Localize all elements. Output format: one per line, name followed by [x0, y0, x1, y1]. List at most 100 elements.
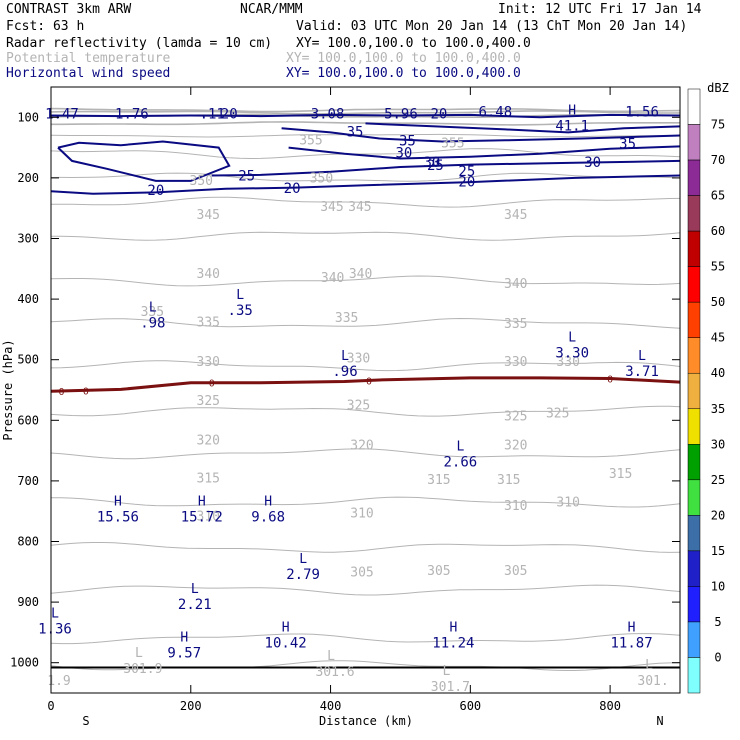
wind-extremum-value: 15.56: [97, 509, 139, 525]
theta-label: 335: [141, 305, 164, 320]
colorbar-swatch: [687, 88, 701, 125]
wind-contour-label: 35: [619, 137, 636, 153]
y-tick-label: 900: [17, 595, 39, 609]
xy-wind-speed: XY= 100.0,100.0 to 100.0,400.0: [286, 66, 521, 81]
theta-isoline: [50, 584, 681, 596]
wind-extremum-value: 3.71: [625, 364, 659, 380]
theta-label: 330: [504, 355, 527, 370]
wind-isoline: [288, 145, 681, 160]
colorbar-level-label: 45: [711, 331, 725, 345]
theta-isoline: [50, 448, 681, 460]
colorbar-level-label: 65: [711, 189, 725, 203]
colorbar-swatch: [687, 515, 701, 552]
theta-label: 340: [349, 267, 372, 282]
theta-label: 345: [348, 200, 371, 215]
colorbar-swatch: [687, 621, 701, 658]
theta-isoline: [50, 231, 681, 241]
wind-extremum-value: 9.57: [167, 646, 201, 662]
theta-label: 315: [197, 472, 220, 487]
theta-isoline: [50, 633, 681, 645]
theta-label: 320: [350, 438, 373, 453]
wind-extremum-value: .98: [140, 315, 165, 331]
theta-isoline: [50, 405, 681, 417]
y-tick-label: 600: [17, 413, 39, 427]
theta-label: 340: [197, 267, 220, 282]
wind-extremum-marker: L: [341, 349, 349, 364]
theta-label: 310: [556, 495, 579, 510]
colorbar-swatch: [687, 479, 701, 516]
theta-label: 305: [427, 564, 450, 579]
wind-isoline: [57, 140, 231, 182]
freezing-level-label: 0: [58, 387, 64, 398]
wind-contour-label: 35: [347, 124, 364, 140]
theta-label: 305: [504, 564, 527, 579]
theta-isoline: [50, 133, 680, 138]
wind-extremum-marker: L: [299, 552, 307, 567]
wind-extremum-value: 9.68: [251, 509, 285, 525]
theta-label: 340: [321, 271, 344, 286]
freezing-level-label: 0: [83, 386, 89, 397]
colorbar-level-label: 5: [714, 615, 721, 629]
wind-extremum-value: 1.76: [115, 106, 149, 122]
theta-extremum-marker: L: [645, 658, 653, 673]
wind-extremum-value: 2.79: [286, 567, 320, 583]
wind-extremum-marker: H: [628, 620, 636, 635]
field-horizontal-wind-speed: Horizontal wind speed: [6, 66, 171, 81]
wind-extremum-value: 11.24: [432, 635, 474, 651]
theta-isoline: [51, 196, 681, 208]
xy-potential-temperature: XY= 100.0,100.0 to 100.0,400.0: [286, 51, 521, 66]
wind-extremum-marker: L: [191, 582, 199, 597]
colorbar-level-label: 30: [711, 437, 725, 451]
colorbar-swatch: [687, 337, 701, 374]
wind-contour-label: 25: [238, 169, 255, 185]
wind-extremum-value: 3.30: [555, 346, 589, 362]
y-tick-label: 100: [17, 110, 39, 124]
y-tick-label: 1000: [10, 656, 39, 670]
wind-isoline: [50, 113, 681, 119]
x-tick-label: 600: [459, 699, 481, 713]
theta-label: 330: [197, 355, 220, 370]
theta-contours: [50, 107, 681, 671]
endpoint-south: S: [82, 714, 89, 728]
organization-label: NCAR/MMM: [240, 2, 303, 17]
colorbar-level-label: 55: [711, 260, 725, 274]
theta-extremum-value: 301.9: [123, 662, 162, 677]
theta-isoline: [50, 172, 681, 182]
theta-extremum-value: 301.: [637, 674, 668, 689]
y-tick-label: 400: [17, 292, 39, 306]
wind-extremum-marker: H: [114, 494, 122, 509]
theta-extremum-marker: L: [327, 649, 335, 664]
y-tick-label: 200: [17, 171, 39, 185]
theta-extremum-marker: L: [135, 646, 143, 661]
wind-extremum-value: 1.47: [45, 106, 79, 122]
colorbar-level-label: 50: [711, 295, 725, 309]
wind-extremum-marker: L: [149, 300, 157, 315]
wind-contour-label: 20: [430, 106, 447, 122]
wind-extremum-value: .96: [332, 364, 357, 380]
wind-contour-label: 25: [458, 164, 475, 180]
wind-extremum-value: 15.72: [181, 509, 223, 525]
wind-contour-label: 20: [284, 181, 301, 197]
colorbar-swatch: [687, 159, 701, 196]
colorbar-level-label: 10: [711, 579, 725, 593]
contour-labels: 0 0 0 0 0 355 355 350 350 345 345 345 345 340 340 340 34…: [38, 103, 669, 695]
x-tick-label: 800: [599, 699, 621, 713]
wind-isoline: [211, 159, 681, 177]
wind-extremum-marker: L: [568, 331, 576, 346]
theta-label: 325: [546, 406, 569, 421]
freezing-level-label: 0: [209, 379, 215, 390]
wind-extremum-value: 2.66: [443, 455, 477, 471]
theta-label: 325: [197, 394, 220, 409]
x-tick-label: 200: [180, 699, 202, 713]
wind-extremum-value: .11: [200, 106, 225, 122]
wind-extremum-value: 11.87: [611, 635, 653, 651]
theta-isoline: [51, 496, 681, 508]
wind-extremum-marker: L: [51, 606, 59, 621]
wind-extremum-marker: H: [198, 494, 206, 509]
colorbar-swatch: [687, 301, 701, 338]
xy-reflectivity: XY= 100.0,100.0 to 100.0,400.0: [296, 36, 531, 51]
init-time: Init: 12 UTC Fri 17 Jan 14: [498, 2, 702, 17]
theta-label: 355: [441, 137, 464, 152]
